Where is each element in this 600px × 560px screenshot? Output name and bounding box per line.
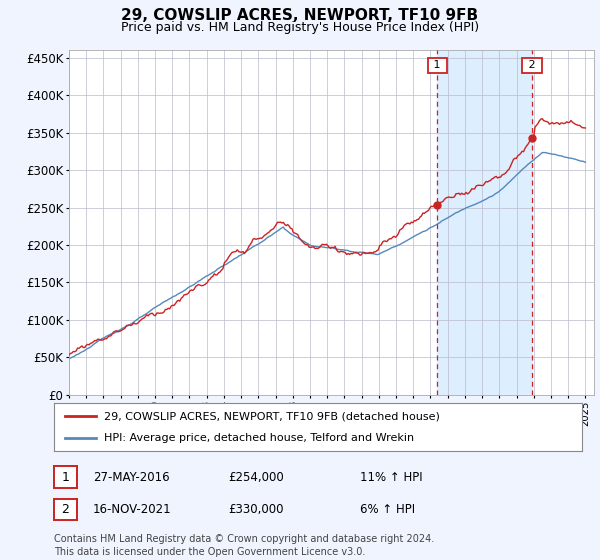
- Text: £330,000: £330,000: [228, 503, 284, 516]
- Text: 16-NOV-2021: 16-NOV-2021: [93, 503, 172, 516]
- Text: 1: 1: [430, 60, 445, 71]
- Text: 2: 2: [61, 503, 70, 516]
- Bar: [437, 50, 532, 395]
- Text: 2: 2: [524, 60, 539, 71]
- Text: Contains HM Land Registry data © Crown copyright and database right 2024.
This d: Contains HM Land Registry data © Crown c…: [54, 534, 434, 557]
- Text: 29, COWSLIP ACRES, NEWPORT, TF10 9FB (detached house): 29, COWSLIP ACRES, NEWPORT, TF10 9FB (de…: [104, 411, 440, 421]
- Text: HPI: Average price, detached house, Telford and Wrekin: HPI: Average price, detached house, Telf…: [104, 433, 414, 443]
- Text: £254,000: £254,000: [228, 470, 284, 484]
- Text: 11% ↑ HPI: 11% ↑ HPI: [360, 470, 422, 484]
- Text: 1: 1: [61, 470, 70, 484]
- Text: 6% ↑ HPI: 6% ↑ HPI: [360, 503, 415, 516]
- Text: 27-MAY-2016: 27-MAY-2016: [93, 470, 170, 484]
- Text: Price paid vs. HM Land Registry's House Price Index (HPI): Price paid vs. HM Land Registry's House …: [121, 21, 479, 34]
- Text: 29, COWSLIP ACRES, NEWPORT, TF10 9FB: 29, COWSLIP ACRES, NEWPORT, TF10 9FB: [121, 8, 479, 24]
